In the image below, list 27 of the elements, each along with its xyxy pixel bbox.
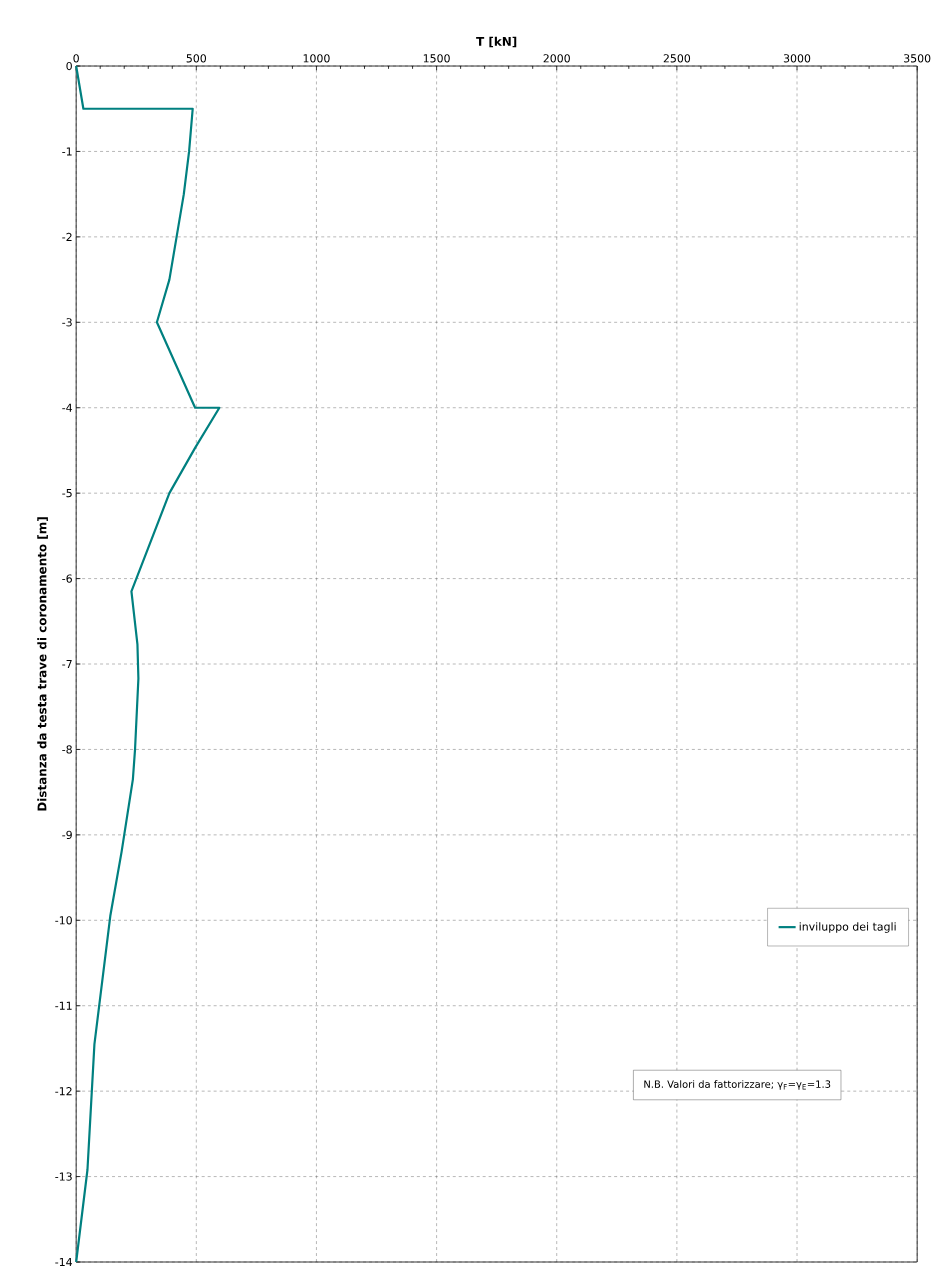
y-tick-label: 0 xyxy=(66,61,72,71)
annotation: N.B. Valori da fattorizzare; γ$_{F}$=γ$_{E}$=1.3 xyxy=(644,1080,831,1090)
legend-label: inviluppo dei tagli xyxy=(799,922,896,933)
x-tick-label: 3000 xyxy=(783,54,811,63)
x-tick-label: 2500 xyxy=(663,54,690,63)
y-tick-label: -2 xyxy=(62,232,72,241)
y-axis-title: Distanza da testa trave di coronamento [m] xyxy=(37,517,48,811)
y-tick-label: -8 xyxy=(62,745,72,754)
x-tick-label: 1500 xyxy=(423,54,450,63)
x-tick-label: 1000 xyxy=(303,54,330,63)
y-tick-label: -6 xyxy=(62,574,72,583)
y-tick-label: -7 xyxy=(62,660,72,669)
y-tick-label: -3 xyxy=(62,318,72,327)
x-tick-label: 2000 xyxy=(543,54,570,63)
y-tick-label: -10 xyxy=(55,916,72,925)
y-tick-label: -1 xyxy=(62,147,72,156)
y-tick-label: -13 xyxy=(55,1172,72,1181)
y-tick-label: -12 xyxy=(55,1087,72,1096)
x-tick-label: 3500 xyxy=(903,54,931,63)
y-tick-label: -4 xyxy=(62,403,72,412)
x-axis-title: T [kN] xyxy=(476,36,517,48)
y-tick-label: -9 xyxy=(62,830,72,840)
x-tick-label: 0 xyxy=(73,54,79,63)
x-tick-label: 500 xyxy=(186,54,206,63)
y-tick-label: -5 xyxy=(62,489,72,498)
y-tick-label: -11 xyxy=(55,1001,72,1010)
y-tick-label: -14 xyxy=(55,1258,72,1266)
